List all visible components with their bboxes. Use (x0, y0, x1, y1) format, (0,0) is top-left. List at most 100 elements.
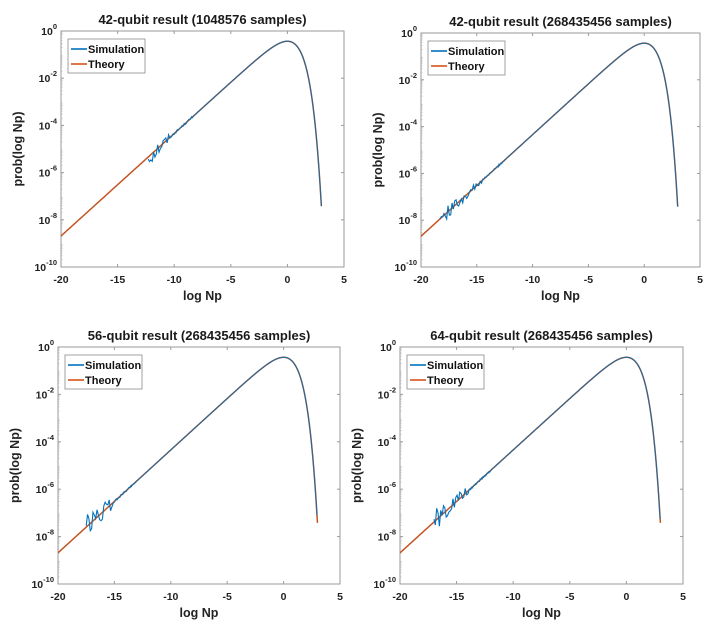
x-axis-label: log Np (183, 289, 222, 303)
y-tick-base: 10 (399, 215, 411, 227)
y-tick-label: 10-6 (399, 164, 417, 180)
y-tick-label: 100 (401, 24, 417, 40)
legend-label-simulation: Simulation (427, 360, 484, 372)
y-tick-base: 10 (36, 389, 48, 401)
y-tick-exponent: -2 (410, 71, 417, 80)
plot-area-frame (57, 346, 341, 585)
y-tick-base: 10 (39, 73, 51, 85)
x-tick-label: -15 (449, 591, 464, 603)
legend: Simulation Theory (67, 38, 146, 74)
y-tick-label: 10-8 (399, 211, 417, 227)
x-tick-label: -10 (525, 274, 540, 286)
y-tick-exponent: -8 (47, 528, 54, 537)
y-tick-base: 10 (399, 75, 411, 87)
legend-box (427, 40, 506, 76)
legend-label-theory: Theory (88, 59, 126, 71)
y-tick-base: 10 (380, 342, 392, 354)
y-tick-label: 10-4 (378, 433, 397, 449)
overlap-line (61, 40, 322, 237)
y-tick-base: 10 (378, 437, 390, 449)
chart-panel-2: -20 -15 -10 -5 0 510010-210-410-610-810-1042-… (371, 14, 703, 303)
legend-box (406, 354, 485, 390)
y-tick-label: 10-2 (39, 69, 57, 85)
x-tick-label: -5 (226, 274, 235, 286)
y-tick-base: 10 (41, 26, 53, 38)
y-tick-label: 10-10 (373, 575, 396, 591)
overlap-line (421, 42, 678, 237)
y-tick-exponent: -2 (50, 69, 57, 78)
y-tick-base: 10 (39, 120, 51, 132)
simulation-series-line (85, 356, 318, 533)
x-tick-label: -5 (565, 591, 574, 603)
y-axis-label: prob(log Np) (350, 428, 364, 503)
x-tick-label: 5 (697, 274, 703, 286)
y-axis-label: prob(log Np) (371, 113, 385, 188)
legend-box (67, 38, 146, 74)
y-tick-label: 10-6 (36, 480, 54, 496)
x-tick-label: -10 (167, 274, 182, 286)
y-tick-label: 10-10 (34, 258, 57, 274)
legend-label-simulation: Simulation (88, 44, 145, 56)
x-tick-label: 0 (623, 591, 629, 603)
y-tick-label: 100 (41, 22, 57, 38)
y-tick-base: 10 (38, 342, 50, 354)
x-tick-label: 5 (337, 591, 343, 603)
y-tick-base: 10 (39, 215, 51, 227)
x-tick-label: -20 (392, 591, 407, 603)
y-tick-exponent: -6 (47, 480, 54, 489)
x-tick-label: 0 (284, 274, 290, 286)
x-axis-label: log Np (180, 606, 219, 620)
chart-title: 42-qubit result (1048576 samples) (98, 12, 306, 27)
simulation-series-line (439, 42, 679, 222)
chart-panel-3: -20 -15 -10 -5 0 510010-210-410-610-810-1056-… (8, 328, 343, 620)
legend-label-theory: Theory (448, 61, 486, 73)
y-tick-label: 10-2 (378, 385, 396, 401)
y-tick-exponent: -8 (389, 528, 396, 537)
x-tick-label: -15 (107, 591, 122, 603)
y-tick-exponent: -6 (389, 480, 396, 489)
overlap-line (58, 356, 318, 554)
legend: Simulation Theory (406, 354, 485, 390)
x-axis-label: log Np (522, 606, 561, 620)
y-tick-exponent: -4 (389, 433, 396, 442)
y-tick-exponent: 0 (413, 24, 417, 33)
y-tick-label: 10-2 (36, 385, 54, 401)
y-tick-exponent: -10 (46, 258, 57, 267)
chart-panel-4: -20 -15 -10 -5 0 510010-210-410-610-810-1064-… (350, 328, 686, 620)
x-tick-label: -5 (223, 591, 232, 603)
y-tick-base: 10 (34, 262, 46, 274)
x-tick-label: -20 (50, 591, 65, 603)
y-tick-base: 10 (31, 579, 43, 591)
x-tick-label: -10 (163, 591, 178, 603)
y-tick-base: 10 (36, 437, 48, 449)
y-tick-base: 10 (378, 532, 390, 544)
y-tick-label: 100 (380, 338, 396, 354)
x-tick-label: 5 (680, 591, 686, 603)
y-tick-label: 10-6 (378, 480, 396, 496)
y-tick-exponent: -4 (47, 433, 54, 442)
y-tick-exponent: -8 (410, 211, 417, 220)
y-tick-label: 10-4 (36, 433, 55, 449)
legend-label-simulation: Simulation (85, 360, 142, 372)
x-tick-label: 0 (281, 591, 287, 603)
y-tick-base: 10 (373, 579, 385, 591)
y-tick-label: 10-10 (31, 575, 54, 591)
x-tick-label: -15 (469, 274, 484, 286)
x-tick-label: -20 (53, 274, 68, 286)
y-tick-label: 10-4 (39, 116, 58, 132)
y-tick-label: 10-8 (378, 528, 396, 544)
y-tick-exponent: -2 (47, 385, 54, 394)
y-tick-exponent: -10 (43, 575, 54, 584)
plot-area-frame (399, 346, 684, 585)
legend: Simulation Theory (64, 354, 143, 390)
chart-title: 42-qubit result (268435456 samples) (449, 14, 672, 29)
y-tick-exponent: -4 (50, 116, 57, 125)
x-tick-label: -20 (413, 274, 428, 286)
simulation-series-line (433, 356, 661, 527)
y-tick-exponent: 0 (50, 338, 54, 347)
y-axis-label: prob(log Np) (11, 112, 25, 187)
legend-label-theory: Theory (85, 375, 123, 387)
y-tick-label: 10-4 (399, 118, 418, 134)
x-tick-label: -5 (584, 274, 593, 286)
